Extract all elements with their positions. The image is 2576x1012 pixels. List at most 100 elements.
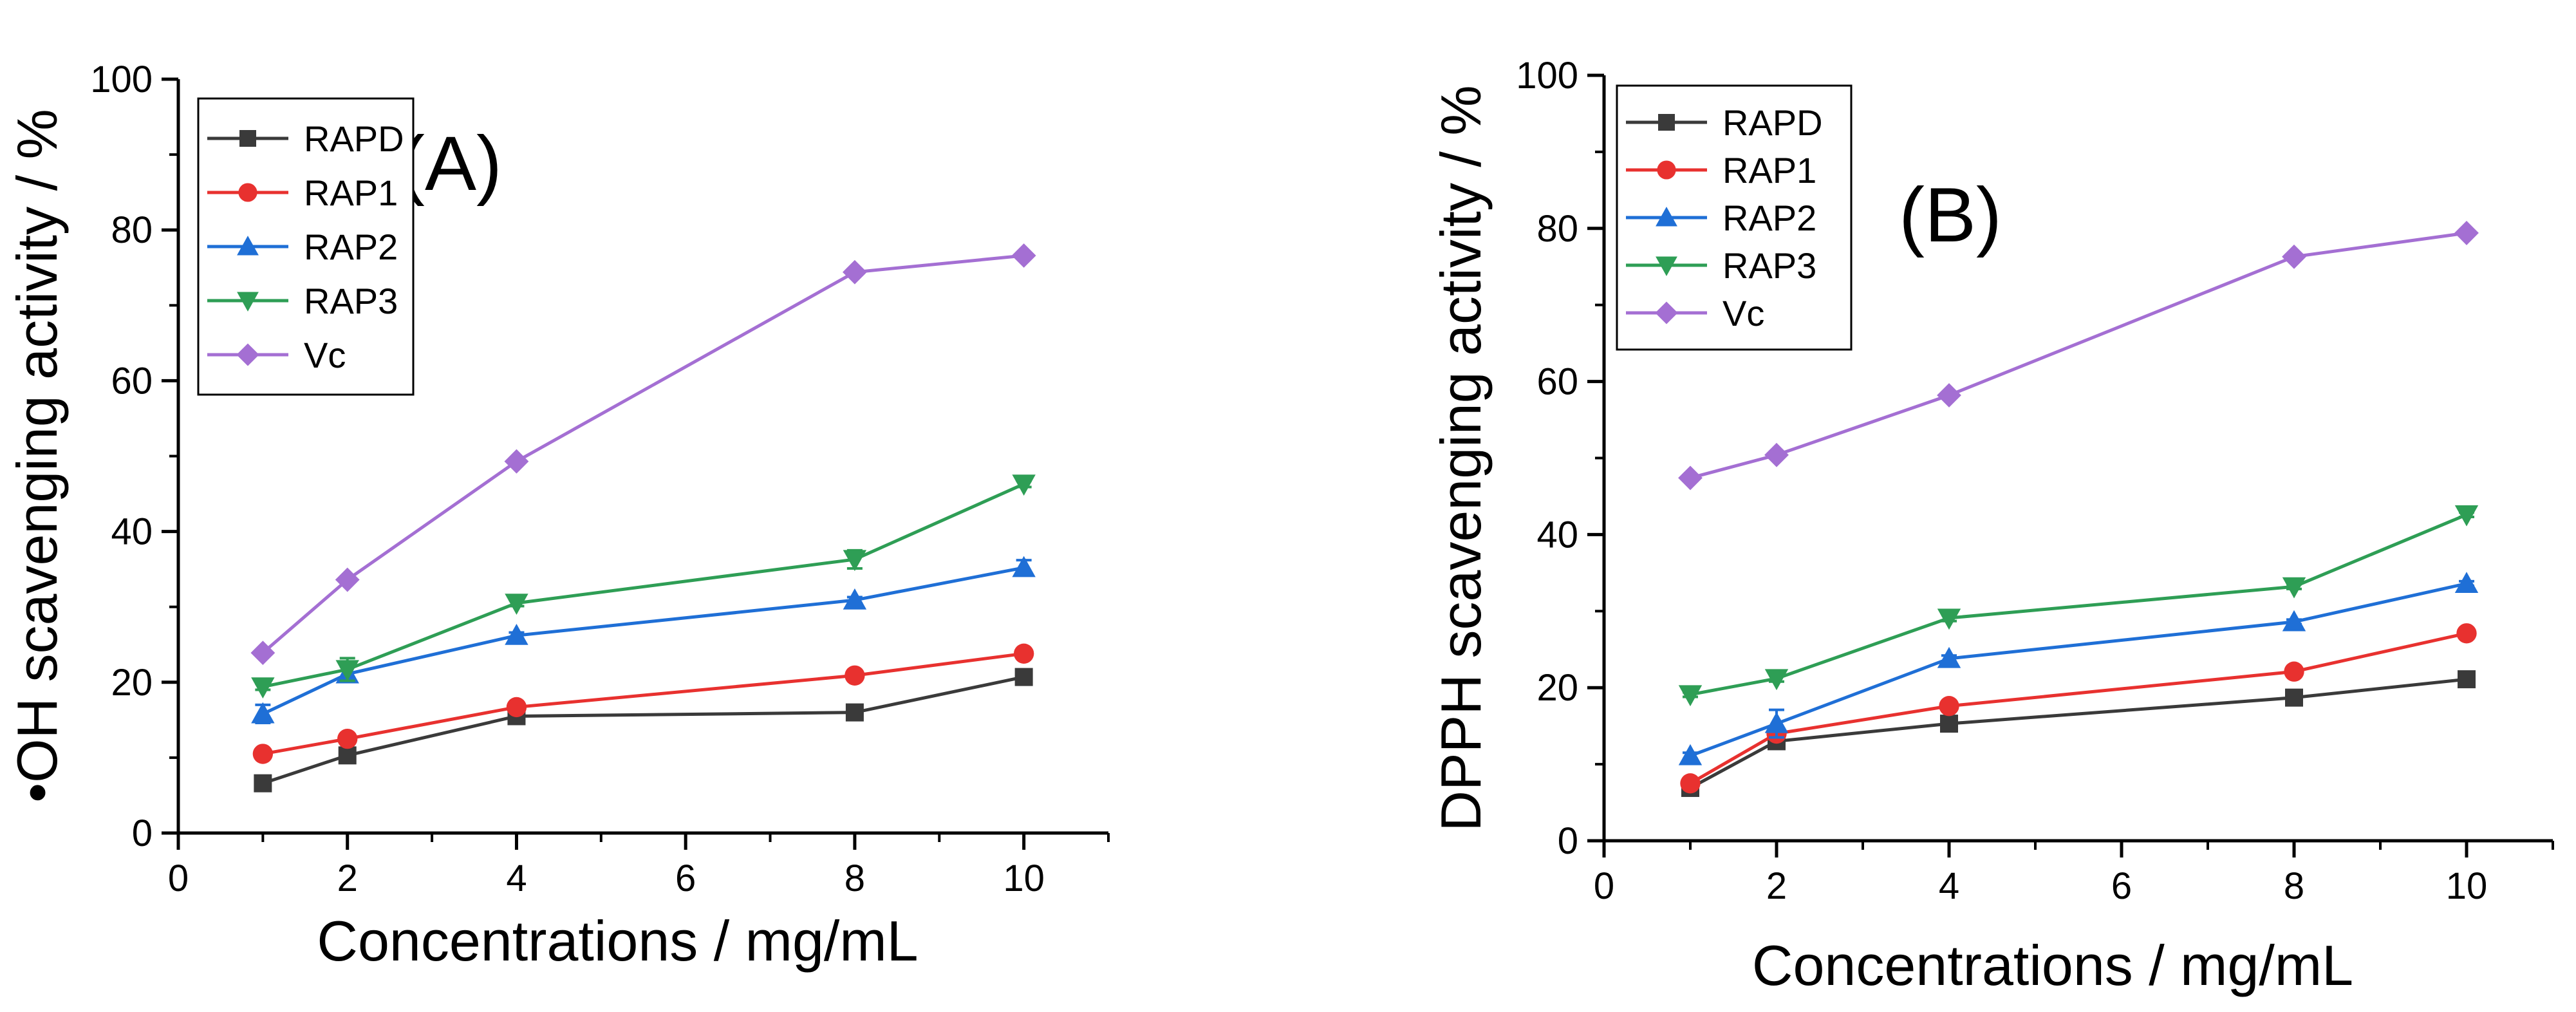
data-point <box>843 550 867 572</box>
legend-item: RAP2 <box>207 227 398 267</box>
legend-item: RAPD <box>207 118 404 159</box>
data-point <box>843 588 867 610</box>
legend-label: RAP1 <box>1722 150 1816 191</box>
x-tick-label: 2 <box>337 857 358 899</box>
data-point <box>1680 773 1701 794</box>
y-tick-label: 20 <box>1536 667 1578 709</box>
data-point <box>1014 668 1033 686</box>
legend-label: RAP2 <box>304 227 398 267</box>
y-tick-label: 20 <box>111 662 153 704</box>
series-rap1 <box>1680 623 2477 794</box>
data-point <box>1937 383 1961 408</box>
x-tick-label: 6 <box>675 857 696 899</box>
series-rap3 <box>251 474 1036 699</box>
y-tick-label: 40 <box>111 511 153 553</box>
legend-label: RAP3 <box>304 281 398 321</box>
data-point <box>843 259 867 285</box>
x-tick-label: 10 <box>2446 865 2488 907</box>
data-point <box>505 623 528 645</box>
legend-marker <box>1657 160 1676 180</box>
data-point <box>251 677 275 699</box>
legend-marker <box>237 236 259 256</box>
data-point <box>1013 643 1034 664</box>
data-point <box>1764 442 1789 467</box>
data-point <box>1937 646 1961 668</box>
data-point <box>845 703 864 722</box>
legend-marker <box>238 183 257 202</box>
legend-item: RAP3 <box>1626 245 1816 286</box>
y-tick-label: 0 <box>132 812 153 854</box>
x-tick-label: 4 <box>1939 865 1959 907</box>
legend: RAPD RAP1 RAP2 RAP3 Vc <box>197 97 415 396</box>
data-point <box>2282 610 2306 632</box>
legend-marker <box>1656 207 1677 227</box>
data-point <box>1012 556 1036 577</box>
legend-marker <box>236 343 259 366</box>
data-point <box>505 594 528 615</box>
legend-item: RAP2 <box>1626 198 1816 238</box>
legend-item: RAP3 <box>207 281 398 321</box>
data-point <box>254 774 272 792</box>
data-point <box>252 744 274 764</box>
legend-label: RAPD <box>304 118 404 159</box>
x-tick-label: 10 <box>1003 857 1045 899</box>
data-point <box>506 697 527 718</box>
data-point <box>504 449 529 474</box>
legend-label: RAP1 <box>304 173 398 213</box>
legend-label: Vc <box>1722 293 1764 333</box>
x-tick-label: 6 <box>2111 865 2132 907</box>
data-point <box>2282 577 2306 599</box>
y-tick-label: 0 <box>1558 820 1578 862</box>
legend-marker <box>1656 256 1677 276</box>
data-point <box>1764 711 1789 733</box>
x-tick-label: 0 <box>1594 865 1614 907</box>
data-point <box>2284 661 2304 682</box>
data-point <box>1678 744 1703 765</box>
data-point <box>2454 505 2479 527</box>
data-point <box>2458 670 2476 689</box>
data-point <box>2282 244 2306 269</box>
y-tick-label: 80 <box>111 209 153 251</box>
data-point <box>1939 696 1959 717</box>
data-point <box>2454 572 2479 594</box>
y-tick-label: 40 <box>1536 514 1578 556</box>
legend-item: RAPD <box>1626 102 1823 143</box>
data-point <box>1678 465 1703 491</box>
data-point <box>2456 623 2477 644</box>
legend-label: Vc <box>304 335 346 375</box>
legend-item: Vc <box>207 335 346 375</box>
series-vc <box>1678 221 2479 491</box>
data-point <box>335 567 360 592</box>
y-axis-title: DPPH scavenging activity / % <box>1429 85 1493 831</box>
y-tick-label: 100 <box>90 59 153 100</box>
x-tick-label: 8 <box>2284 865 2304 907</box>
y-tick-label: 100 <box>1516 55 1578 97</box>
x-tick-label: 8 <box>845 857 865 899</box>
data-point <box>335 660 359 682</box>
legend-label: RAP3 <box>1722 245 1816 286</box>
data-point <box>338 746 357 765</box>
legend-label: RAP2 <box>1722 198 1816 238</box>
legend-marker <box>1658 114 1675 131</box>
data-point <box>1940 715 1958 733</box>
x-tick-label: 0 <box>168 857 189 899</box>
data-point <box>1011 243 1036 268</box>
data-point <box>251 702 275 724</box>
y-tick-label: 60 <box>1536 361 1578 403</box>
x-axis-title: Concentrations / mg/mL <box>317 909 918 973</box>
x-tick-label: 4 <box>506 857 527 899</box>
legend-item: RAP1 <box>207 173 398 213</box>
y-axis-title: •OH scavenging activity / % <box>5 109 69 802</box>
data-point <box>1678 685 1703 707</box>
panel-label: (A) <box>399 120 502 207</box>
x-axis-title: Concentrations / mg/mL <box>1752 933 2353 997</box>
y-tick-label: 60 <box>111 360 153 402</box>
series-vc <box>250 243 1036 666</box>
data-point <box>1764 669 1789 691</box>
series-rap2 <box>251 556 1036 725</box>
y-tick-label: 80 <box>1536 208 1578 250</box>
series-rap2 <box>1678 572 2479 765</box>
data-point <box>250 641 275 666</box>
